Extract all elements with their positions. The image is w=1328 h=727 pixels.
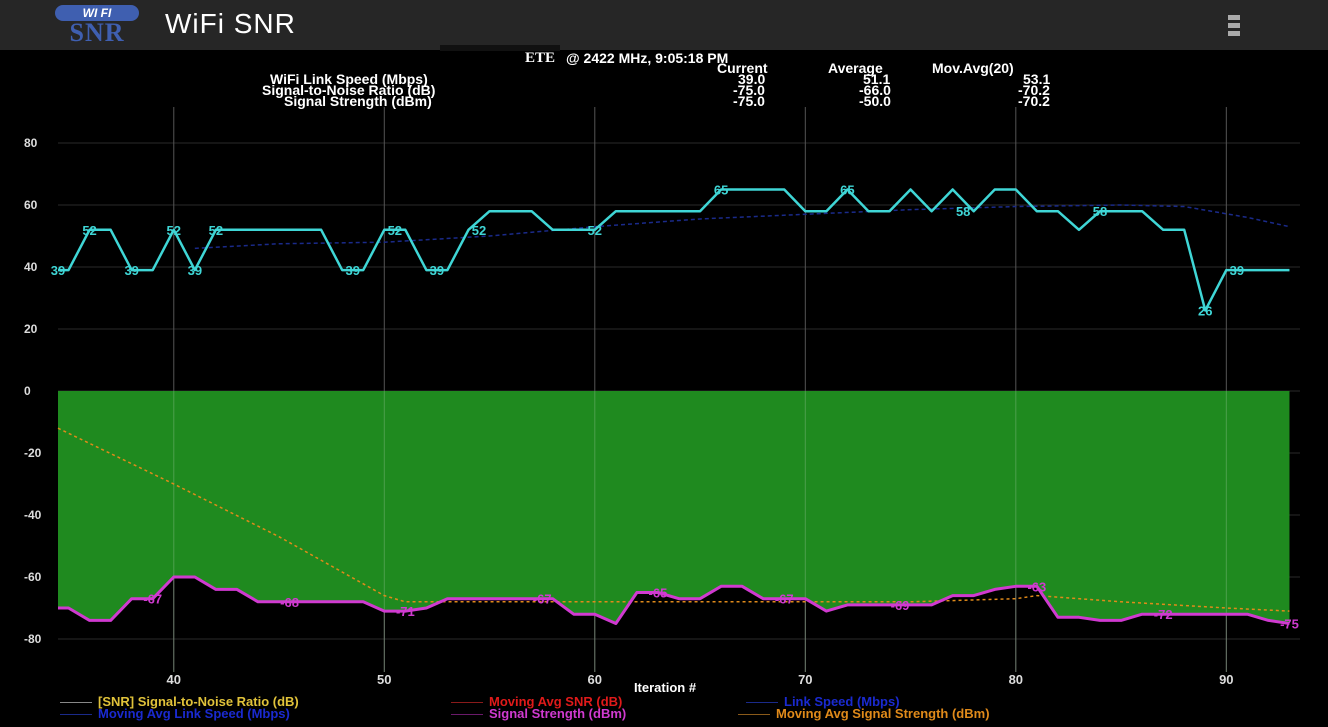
legend-item-mov-avg-link[interactable]: Moving Avg Link Speed (Mbps) [60, 706, 290, 721]
x-axis-title: Iteration # [634, 680, 697, 695]
y-tick-label: 60 [24, 198, 38, 212]
link-speed-value-label: 39 [345, 263, 359, 278]
link-speed-value-label: 58 [956, 204, 970, 219]
y-tick-label: -60 [24, 570, 42, 584]
x-tick-label: 90 [1219, 672, 1233, 687]
logo-snr-text: SNR [69, 18, 125, 47]
row-snr-average: -66.0 [859, 82, 891, 98]
signal-strength-value-label: -67 [533, 592, 552, 607]
link-speed-value-label: 52 [167, 223, 181, 238]
signal-strength-value-label: -65 [649, 586, 668, 601]
legend-swatch [451, 714, 483, 716]
row-snr-movavg: -70.2 [1018, 82, 1050, 98]
mov-avg-link-speed-line [194, 204, 1290, 250]
signal-strength-value-label: -75 [1280, 617, 1299, 632]
logo-wifi-text: WI FI [55, 5, 139, 21]
link-speed-value-label: 65 [714, 183, 728, 198]
legend-swatch [746, 702, 778, 704]
tab-strip [440, 45, 560, 51]
row-signal-current: -75.0 [733, 93, 765, 109]
legend-label: [SNR] Signal-to-Noise Ratio (dB) [98, 694, 299, 709]
app-logo: WI FI SNR [55, 5, 139, 47]
legend-item-signal-strength[interactable]: Signal Strength (dBm) [451, 706, 626, 721]
y-tick-label: 20 [24, 322, 38, 336]
legend-label: Moving Avg Signal Strength (dBm) [776, 706, 990, 721]
row-snr-label: Signal-to-Noise Ratio (dB) [262, 82, 436, 98]
link-speed-value-label: 39 [1230, 263, 1244, 278]
header-current: Current [717, 60, 768, 76]
legend-label: Link Speed (Mbps) [784, 694, 900, 709]
link-speed-value-label: 65 [840, 183, 854, 198]
link-speed-value-label: 52 [388, 223, 402, 238]
legend-label: Moving Avg SNR (dB) [489, 694, 623, 709]
legend-swatch [60, 714, 92, 716]
legend-swatch [738, 714, 770, 716]
row-signal-average: -50.0 [859, 93, 891, 109]
y-tick-label: 40 [24, 260, 38, 274]
row-signal-movavg: -70.2 [1018, 93, 1050, 109]
row-signal-label: Signal Strength (dBm) [284, 93, 432, 109]
menu-icon[interactable] [1228, 15, 1240, 37]
link-speed-value-label: 52 [472, 223, 486, 238]
row-link-speed-label: WiFi Link Speed (Mbps) [270, 71, 428, 87]
x-tick-label: 50 [377, 672, 391, 687]
snr-area [58, 391, 1290, 624]
link-speed-value-label: 39 [430, 263, 444, 278]
legend-swatch [60, 702, 92, 704]
signal-strength-value-label: -63 [1027, 579, 1046, 594]
legend-item-link-speed[interactable]: Link Speed (Mbps) [746, 694, 900, 709]
x-tick-label: 80 [1009, 672, 1023, 687]
y-tick-label: -20 [24, 446, 42, 460]
app-title: WiFi SNR [165, 8, 296, 39]
link-speed-value-label: 26 [1198, 303, 1212, 318]
link-speed-value-label: 58 [1093, 204, 1107, 219]
row-link-speed-current: 39.0 [738, 71, 766, 87]
signal-strength-value-label: -69 [891, 598, 910, 613]
link-speed-value-label: 52 [209, 223, 223, 238]
row-link-speed-average: 51.1 [863, 71, 891, 87]
legend-label: Moving Avg Link Speed (Mbps) [98, 706, 290, 721]
chart-legend: [SNR] Signal-to-Noise Ratio (dB) Moving … [0, 694, 1328, 727]
link-speed-value-label: 52 [82, 223, 96, 238]
legend-label: Signal Strength (dBm) [489, 706, 627, 721]
frequency-time: @ 2422 MHz, 9:05:18 PM [566, 50, 729, 66]
signal-strength-value-label: -68 [280, 595, 299, 610]
link-speed-value-label: 39 [51, 263, 65, 278]
signal-strength-value-label: -71 [396, 604, 415, 619]
legend-item-snr[interactable]: [SNR] Signal-to-Noise Ratio (dB) [60, 694, 299, 709]
legend-item-mov-avg-snr[interactable]: Moving Avg SNR (dB) [451, 694, 622, 709]
header-movavg: Mov.Avg(20) [932, 60, 1014, 76]
row-snr-current: -75.0 [733, 82, 765, 98]
link-speed-value-label: 52 [588, 223, 602, 238]
app-bar: WI FI SNR WiFi SNR [0, 0, 1328, 50]
link-speed-value-label: 39 [188, 263, 202, 278]
y-tick-label: 80 [24, 136, 38, 150]
mov-avg-signal-line [57, 427, 1290, 612]
x-tick-label: 40 [167, 672, 181, 687]
y-tick-label: -40 [24, 508, 42, 522]
row-link-speed-movavg: 53.1 [1023, 71, 1051, 87]
header-average: Average [828, 60, 883, 76]
link-speed-line [58, 188, 1290, 312]
stats-panel: ETE @ 2422 MHz, 9:05:18 PM Current Avera… [0, 50, 1328, 112]
network-name: ETE [525, 50, 556, 66]
link-speed-value-label: 39 [124, 263, 138, 278]
y-tick-label: 0 [24, 384, 31, 398]
signal-strength-value-label: -67 [775, 592, 794, 607]
x-tick-label: 70 [798, 672, 812, 687]
y-tick-label: -80 [24, 632, 42, 646]
signal-strength-value-label: -67 [143, 592, 162, 607]
signal-strength-line [58, 575, 1290, 625]
legend-item-mov-avg-signal[interactable]: Moving Avg Signal Strength (dBm) [738, 706, 990, 721]
x-tick-label: 60 [588, 672, 602, 687]
legend-swatch [451, 702, 483, 704]
signal-strength-value-label: -72 [1154, 607, 1173, 622]
